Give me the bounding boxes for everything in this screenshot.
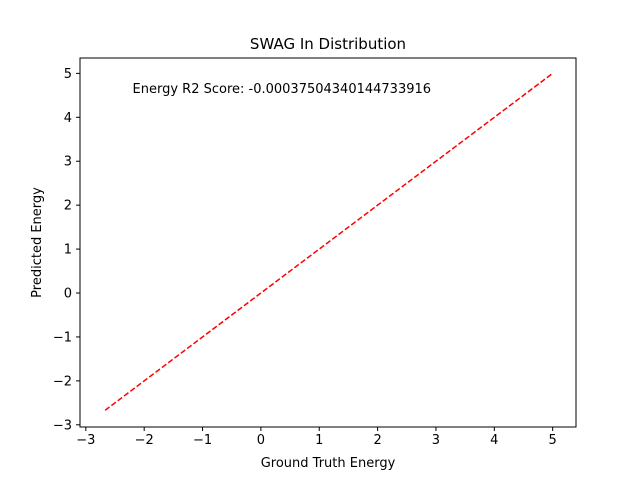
x-tick-label: −3 [76,433,95,448]
x-tick-label: 3 [432,433,440,448]
y-tick-label: −2 [53,374,72,389]
x-tick-label: 1 [315,433,323,448]
annotation-layer: Energy R2 Score: -0.00037504340144733916 [133,82,432,97]
chart-title: SWAG In Distribution [250,35,406,53]
x-tick-label: 2 [373,433,381,448]
y-tick-label: 2 [64,199,72,214]
x-tick-label: −2 [135,433,154,448]
x-axis-ticks: −3 −2 −1 0 1 2 3 4 5 [76,427,557,448]
y-tick-label: −3 [53,418,72,433]
y-tick-label: 4 [64,111,72,126]
x-tick-label: 0 [257,433,265,448]
x-tick-label: 5 [549,433,557,448]
y-tick-label: 3 [64,155,72,170]
x-tick-label: −1 [193,433,212,448]
series-line-0 [104,72,554,411]
y-tick-label: −1 [53,330,72,345]
x-tick-label: 4 [490,433,498,448]
series-layer [104,72,554,411]
y-tick-label: 5 [64,67,72,82]
axes-frame [79,57,577,428]
r2-score-annotation: Energy R2 Score: -0.00037504340144733916 [133,82,432,97]
y-axis-label: Predicted Energy [30,187,45,298]
y-tick-label: 0 [64,287,72,302]
x-axis-label: Ground Truth Energy [261,456,396,471]
y-tick-label: 1 [64,243,72,258]
y-axis-ticks: −3 −2 −1 0 1 2 3 4 5 [53,67,80,433]
